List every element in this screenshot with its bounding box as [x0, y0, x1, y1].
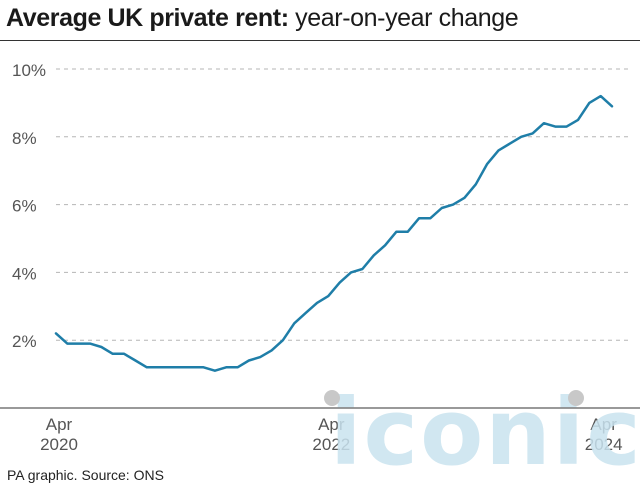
x-tick-label: Apr 2020	[40, 415, 78, 454]
y-tick-label: 6%	[12, 197, 37, 216]
chart-title-bold: Average UK private rent:	[6, 4, 289, 32]
watermark-dot	[568, 390, 584, 406]
chart-title-light: year-on-year change	[295, 4, 519, 32]
source-note: PA graphic. Source: ONS	[7, 467, 164, 483]
chart-title: Average UK private rent: year-on-year ch…	[6, 4, 519, 33]
series-line-rent-change	[54, 94, 614, 372]
watermark-dot	[324, 390, 340, 406]
iconic-watermark: iconic	[330, 379, 640, 486]
x-tick-label: Apr 2024	[585, 415, 623, 454]
title-divider	[0, 40, 640, 41]
y-tick-label: 10%	[12, 61, 46, 80]
y-tick-label: 8%	[12, 129, 37, 148]
y-tick-label: 4%	[12, 264, 37, 283]
y-tick-label: 2%	[12, 332, 37, 351]
x-tick-label: Apr 2022	[312, 415, 350, 454]
